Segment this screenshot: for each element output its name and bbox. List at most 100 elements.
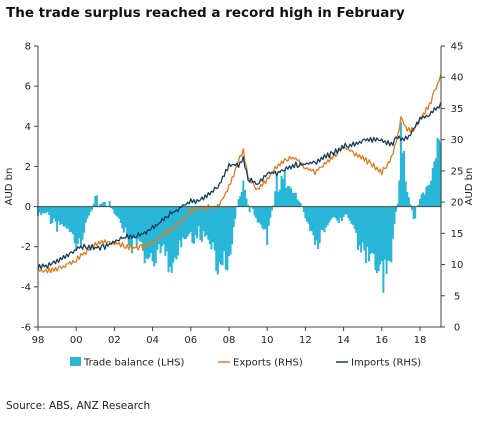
trade-balance-bar [173, 206, 176, 258]
trade-balance-bar [253, 206, 256, 216]
trade-balance-bar [223, 206, 226, 252]
trade-balance-bar [313, 206, 316, 245]
trade-balance-bar [220, 206, 223, 265]
trade-balance-bar [310, 206, 313, 232]
trade-balance-bar [154, 206, 157, 264]
trade-balance-bar [231, 206, 234, 245]
trade-balance-bar [380, 206, 383, 262]
trade-balance-bar [372, 206, 375, 255]
trade-balance-bar [83, 206, 86, 233]
trade-balance-bar [181, 206, 184, 238]
trade-balance-bar [137, 206, 140, 240]
trade-balance-bar [216, 206, 219, 275]
trade-balance-bar [433, 161, 436, 207]
trade-balance-bar [371, 206, 374, 253]
trade-balance-bar [105, 205, 108, 207]
trade-balance-bar [110, 206, 113, 209]
trade-balance-bar [102, 202, 105, 207]
trade-balance-bar [148, 206, 151, 258]
trade-balance-bar [170, 206, 173, 273]
trade-balance-bar [315, 206, 318, 241]
trade-balance-bar [64, 206, 67, 227]
trade-balance-bar [234, 206, 237, 219]
x-tick-label: 14 [337, 335, 350, 346]
trade-balance-bar [401, 152, 404, 207]
trade-balance-bar [100, 203, 103, 207]
trade-balance-bar [111, 206, 114, 210]
trade-balance-bar [341, 206, 343, 222]
right-tick-label: 0 [454, 323, 460, 334]
trade-balance-bar [94, 195, 97, 207]
chart-title: The trade surplus reached a record high … [6, 5, 405, 21]
trade-balance-bar [124, 206, 127, 228]
trade-balance-bar [169, 206, 172, 267]
trade-balance-bar [118, 206, 121, 219]
x-tick-label: 00 [70, 335, 83, 346]
trade-balance-bar [325, 206, 328, 228]
trade-balance-bar [312, 206, 315, 236]
left-tick-label: -6 [21, 323, 31, 334]
trade-balance-bar [122, 206, 125, 233]
trade-balance-bar [62, 206, 65, 227]
trade-balance-bar [56, 206, 59, 232]
trade-balance-bar [60, 206, 63, 224]
trade-balance-bar [377, 206, 380, 272]
trade-balance-bar [296, 199, 299, 207]
trade-balance-bar [347, 206, 350, 219]
trade-balance-bar [196, 206, 199, 239]
x-tick-label: 98 [32, 335, 45, 346]
trade-balance-bar [165, 206, 168, 252]
trade-balance-bar [134, 206, 137, 239]
trade-balance-bar [333, 206, 336, 217]
x-tick-label: 02 [108, 335, 121, 346]
trade-balance-bar [388, 206, 391, 262]
trade-balance-bar [194, 206, 197, 236]
left-tick-label: -4 [21, 282, 31, 293]
exports-line [37, 74, 442, 274]
trade-balance-bar [204, 206, 207, 237]
trade-balance-bar [348, 206, 351, 221]
trade-balance-bar [334, 206, 337, 219]
trade-balance-bar [383, 206, 386, 260]
trade-balance-bar [239, 196, 242, 207]
trade-balance-bar [428, 184, 431, 207]
trade-balance-bar [213, 206, 216, 251]
trade-balance-bar [200, 206, 203, 242]
trade-balance-bar [369, 206, 372, 254]
trade-balance-bar [329, 206, 332, 220]
trade-balance-bar [336, 206, 339, 221]
trade-balance-bar [395, 206, 398, 212]
trade-balance-bar [202, 206, 205, 232]
source-note: Source: ABS, ANZ Research [6, 400, 151, 412]
trade-balance-bar [142, 206, 145, 251]
trade-balance-bar [411, 206, 414, 210]
trade-balance-bar [180, 206, 183, 248]
trade-balance-bar [205, 206, 208, 236]
trade-balance-bar [355, 206, 358, 234]
trade-balance-bar [185, 206, 188, 239]
right-tick-label: 30 [451, 135, 464, 146]
trade-balance-bar [130, 206, 133, 254]
trade-balance-bar [59, 206, 62, 225]
trade-balance-bar [363, 206, 366, 251]
trade-balance-bar [46, 206, 49, 212]
trade-balance-bar [89, 206, 92, 212]
trade-balance-bar [267, 206, 270, 226]
right-tick-label: 40 [451, 73, 464, 84]
trade-balance-bar [95, 195, 98, 207]
trade-balance-bar [199, 206, 202, 241]
trade-balance-bar [243, 189, 246, 207]
left-tick-label: -2 [21, 242, 31, 253]
trade-balance-bar [146, 206, 149, 260]
trade-balance-bar [81, 206, 84, 240]
trade-balance-bar [191, 206, 194, 243]
trade-balance-bar [113, 206, 116, 214]
trade-balance-bar [210, 206, 213, 250]
trade-balance-bar [84, 206, 87, 223]
trade-balance-bar [87, 206, 90, 216]
trade-balance-bar [151, 206, 154, 262]
trade-balance-bar [157, 206, 160, 245]
trade-balance-bar [323, 206, 326, 233]
trade-balance-bar [326, 206, 329, 226]
